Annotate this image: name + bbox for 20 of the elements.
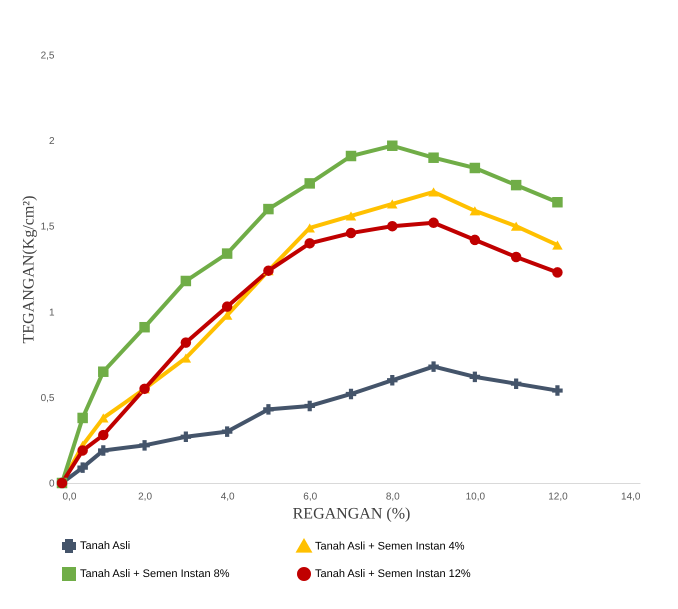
x-axis-title: REGANGAN (%) xyxy=(292,506,410,522)
legend-label: Tanah Asli + Semen Instan 12% xyxy=(315,568,471,580)
y-tick-label: 0,5 xyxy=(40,392,55,404)
legend-label: Tanah Asli + Semen Instan 8% xyxy=(80,568,230,580)
y-tick-label: 1,5 xyxy=(40,222,55,233)
x-tick-label: 8,0 xyxy=(386,492,400,502)
legend-label: Tanah Asli + Semen Instan 4% xyxy=(315,540,465,552)
x-tick-label: 0,0 xyxy=(62,492,77,502)
x-tick-label: 2,0 xyxy=(138,492,152,502)
y-tick-label: 1 xyxy=(48,307,55,318)
x-tick-label: 4,0 xyxy=(220,492,236,502)
y-tick-label: 0 xyxy=(48,478,55,490)
x-tick-label: 14,0 xyxy=(621,492,641,502)
legend-label: Tanah Asli xyxy=(80,540,130,552)
y-tick-label: 2 xyxy=(48,136,55,148)
x-tick-label: 6,0 xyxy=(303,492,318,502)
y-axis-title: TEGANGAN(Kg/cm²) xyxy=(20,196,38,344)
x-tick-label: 10,0 xyxy=(466,492,486,502)
x-tick-label: 12,0 xyxy=(548,492,568,502)
y-tick-label: 2,5 xyxy=(40,50,55,62)
